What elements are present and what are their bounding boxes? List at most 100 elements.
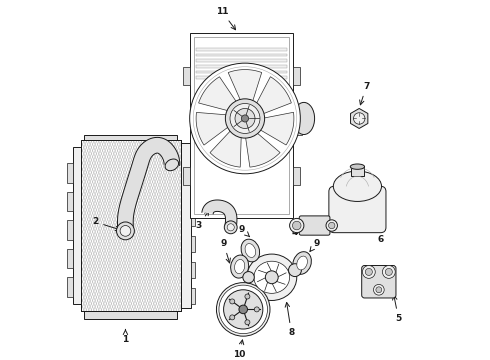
- Bar: [84, 135, 177, 140]
- Ellipse shape: [245, 244, 256, 257]
- Circle shape: [230, 315, 235, 320]
- Circle shape: [366, 269, 372, 275]
- Text: 6: 6: [377, 212, 384, 244]
- Polygon shape: [350, 108, 368, 129]
- Bar: [67, 192, 73, 211]
- Bar: [67, 163, 73, 183]
- Bar: [196, 48, 287, 51]
- Ellipse shape: [333, 171, 382, 202]
- Bar: [67, 277, 73, 297]
- Circle shape: [266, 271, 278, 284]
- Text: 7: 7: [360, 82, 369, 105]
- Text: 9: 9: [310, 239, 319, 251]
- Text: 8: 8: [285, 302, 294, 337]
- Circle shape: [254, 307, 259, 312]
- Circle shape: [353, 113, 365, 124]
- Polygon shape: [202, 200, 237, 226]
- Bar: [293, 121, 302, 135]
- Ellipse shape: [235, 260, 245, 274]
- Circle shape: [225, 99, 265, 138]
- Bar: [67, 220, 73, 240]
- Circle shape: [224, 221, 237, 234]
- Bar: [191, 288, 195, 304]
- Circle shape: [219, 285, 268, 334]
- Circle shape: [242, 115, 248, 122]
- Polygon shape: [257, 112, 294, 145]
- Bar: [81, 140, 181, 311]
- Bar: [183, 67, 190, 85]
- Bar: [293, 67, 299, 85]
- Bar: [191, 262, 195, 278]
- Text: 9: 9: [238, 225, 249, 237]
- Ellipse shape: [241, 239, 260, 262]
- Bar: [293, 167, 299, 185]
- Circle shape: [230, 299, 235, 304]
- Circle shape: [217, 283, 270, 336]
- Circle shape: [230, 103, 260, 134]
- Bar: [190, 33, 293, 219]
- Bar: [81, 140, 181, 311]
- Circle shape: [243, 271, 254, 283]
- Text: 9: 9: [220, 239, 230, 263]
- Ellipse shape: [247, 254, 297, 301]
- Circle shape: [385, 269, 392, 275]
- Circle shape: [190, 63, 300, 174]
- Polygon shape: [245, 130, 280, 167]
- Bar: [191, 210, 195, 225]
- Circle shape: [293, 221, 301, 230]
- Circle shape: [328, 222, 335, 229]
- Bar: [196, 54, 287, 57]
- FancyBboxPatch shape: [362, 266, 396, 298]
- Bar: [196, 76, 287, 79]
- Bar: [73, 147, 81, 304]
- Polygon shape: [255, 77, 292, 115]
- Bar: [196, 71, 287, 73]
- Text: 3: 3: [196, 211, 209, 230]
- Polygon shape: [118, 138, 180, 231]
- Ellipse shape: [254, 261, 290, 293]
- FancyBboxPatch shape: [299, 216, 330, 235]
- FancyBboxPatch shape: [329, 186, 386, 233]
- Circle shape: [326, 220, 338, 231]
- Bar: [196, 59, 287, 62]
- Circle shape: [223, 290, 263, 329]
- Polygon shape: [228, 69, 262, 105]
- Circle shape: [290, 219, 304, 233]
- Bar: [195, 194, 204, 208]
- Ellipse shape: [231, 255, 248, 278]
- Polygon shape: [210, 128, 242, 167]
- Circle shape: [363, 266, 375, 278]
- Ellipse shape: [297, 256, 307, 270]
- Text: 4: 4: [292, 226, 301, 237]
- Bar: [67, 249, 73, 268]
- Ellipse shape: [350, 164, 365, 169]
- Text: 2: 2: [92, 217, 120, 230]
- Circle shape: [227, 224, 234, 231]
- Ellipse shape: [293, 252, 311, 274]
- Bar: [191, 157, 195, 173]
- Circle shape: [120, 225, 131, 236]
- Bar: [351, 167, 364, 176]
- Bar: [183, 167, 190, 185]
- Text: 11: 11: [216, 7, 236, 30]
- Circle shape: [376, 287, 382, 293]
- Ellipse shape: [165, 159, 178, 171]
- Circle shape: [235, 108, 255, 129]
- Circle shape: [245, 294, 250, 299]
- Bar: [191, 183, 195, 199]
- Circle shape: [382, 266, 395, 278]
- Ellipse shape: [293, 102, 315, 135]
- Polygon shape: [198, 77, 239, 112]
- Text: 5: 5: [392, 295, 402, 323]
- Circle shape: [239, 305, 247, 314]
- Bar: [191, 236, 195, 252]
- Circle shape: [117, 222, 134, 240]
- Text: 10: 10: [233, 340, 246, 359]
- Bar: [84, 311, 177, 319]
- Circle shape: [193, 67, 297, 170]
- Bar: [194, 37, 289, 214]
- Circle shape: [289, 264, 301, 276]
- Bar: [196, 65, 287, 68]
- Circle shape: [245, 320, 250, 325]
- Bar: [181, 143, 191, 307]
